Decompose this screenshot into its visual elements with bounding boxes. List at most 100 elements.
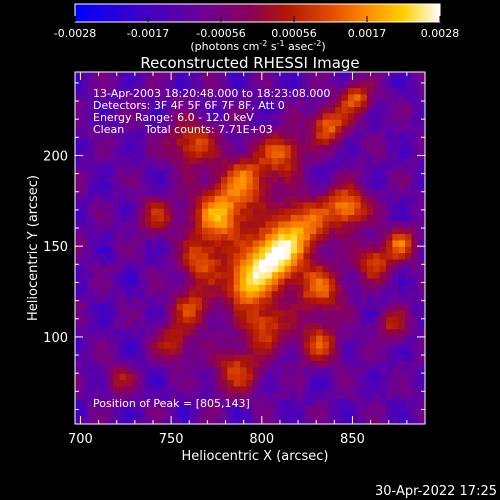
heatmap-cell (373, 360, 381, 368)
heatmap-cell (417, 328, 425, 336)
annotation-detectors: Detectors: 3F 4F 5F 6F 7F 8F, Att 0 (93, 99, 285, 112)
heatmap-cell (309, 404, 317, 412)
heatmap-cell (195, 360, 203, 368)
heatmap-cell (151, 284, 159, 292)
heatmap-cell (271, 379, 279, 387)
heatmap-cell (214, 176, 222, 184)
heatmap-cell (233, 347, 241, 355)
heatmap-cell (398, 335, 406, 343)
heatmap-cell (119, 239, 127, 247)
heatmap-cell (398, 144, 406, 152)
heatmap-cell (303, 150, 311, 158)
heatmap-cell (373, 169, 381, 177)
heatmap-cell (316, 227, 324, 235)
heatmap-cell (252, 227, 260, 235)
heatmap-cell (373, 189, 381, 196)
heatmap-cell (246, 106, 254, 114)
heatmap-cell (227, 189, 235, 196)
heatmap-cell (252, 290, 260, 298)
heatmap-cell (100, 347, 108, 355)
heatmap-cell (87, 112, 95, 120)
heatmap-cell (113, 354, 121, 362)
heatmap-cell (87, 360, 95, 368)
heatmap-cell (144, 233, 152, 241)
heatmap-cell (214, 189, 222, 196)
heatmap-cell (195, 296, 203, 304)
heatmap-cell (246, 72, 254, 76)
heatmap-cell (201, 265, 209, 273)
heatmap-cell (87, 74, 95, 82)
heatmap-cell (125, 239, 133, 247)
heatmap-cell (87, 214, 95, 222)
heatmap-cell (392, 93, 400, 101)
heatmap-cell (151, 373, 159, 381)
heatmap-cell (297, 347, 305, 355)
heatmap-cell (182, 373, 190, 381)
heatmap-cell (411, 379, 419, 387)
heatmap-cell (417, 252, 425, 260)
heatmap-cell (417, 284, 425, 292)
heatmap-cell (366, 93, 374, 101)
heatmap-cell (322, 296, 330, 304)
heatmap-cell (373, 150, 381, 158)
heatmap-cell (322, 290, 330, 298)
heatmap-cell (278, 112, 286, 120)
heatmap-cell (405, 81, 412, 89)
heatmap-cell (398, 252, 406, 260)
heatmap-cell (214, 366, 222, 374)
heatmap-cell (81, 392, 89, 400)
heatmap-cell (341, 131, 349, 139)
heatmap-cell (100, 379, 108, 387)
heatmap-cell (354, 379, 362, 387)
heatmap-cell (138, 74, 146, 82)
heatmap-cell (157, 354, 165, 362)
heatmap-cell (144, 290, 152, 298)
heatmap-cell (405, 360, 412, 368)
heatmap-cell (227, 296, 235, 304)
heatmap-cell (106, 74, 114, 82)
heatmap-cell (278, 411, 286, 419)
heatmap-cell (144, 398, 152, 406)
heatmap-cell (182, 265, 190, 273)
heatmap-cell (144, 335, 152, 343)
heatmap-cell (100, 214, 108, 222)
heatmap-cell (75, 233, 82, 241)
heatmap-cell (87, 322, 95, 330)
heatmap-cell (417, 72, 425, 76)
heatmap-cell (201, 195, 209, 203)
heatmap-cell (182, 303, 190, 311)
heatmap-cell (360, 328, 368, 336)
heatmap-cell (157, 366, 165, 374)
heatmap-cell (233, 335, 241, 343)
heatmap-cell (144, 252, 152, 260)
heatmap-cell (398, 169, 406, 177)
heatmap-cell (138, 322, 146, 330)
heatmap-cell (366, 322, 374, 330)
heatmap-cell (201, 296, 209, 304)
heatmap-cell (386, 150, 393, 158)
heatmap-cell (386, 246, 393, 254)
heatmap-cell (284, 360, 292, 368)
heatmap-cell (176, 277, 184, 285)
heatmap-cell (360, 74, 368, 82)
heatmap-cell (297, 112, 305, 120)
heatmap-cell (271, 157, 279, 165)
heatmap-cell (170, 214, 178, 222)
heatmap-cell (119, 81, 127, 89)
heatmap-cell (290, 341, 298, 349)
heatmap-cell (144, 150, 152, 158)
heatmap-cell (303, 404, 311, 412)
heatmap-cell (271, 119, 279, 127)
heatmap-cell (271, 316, 279, 323)
heatmap-cell (246, 138, 254, 146)
heatmap-cell (240, 131, 247, 139)
heatmap-cell (316, 74, 324, 82)
heatmap-cell (309, 296, 317, 304)
heatmap-cell (328, 106, 336, 114)
heatmap-cell (405, 150, 412, 158)
heatmap-cell (208, 347, 216, 355)
heatmap-cell (411, 182, 419, 190)
heatmap-cell (290, 176, 298, 184)
heatmap-cell (392, 354, 400, 362)
heatmap-cell (405, 322, 412, 330)
